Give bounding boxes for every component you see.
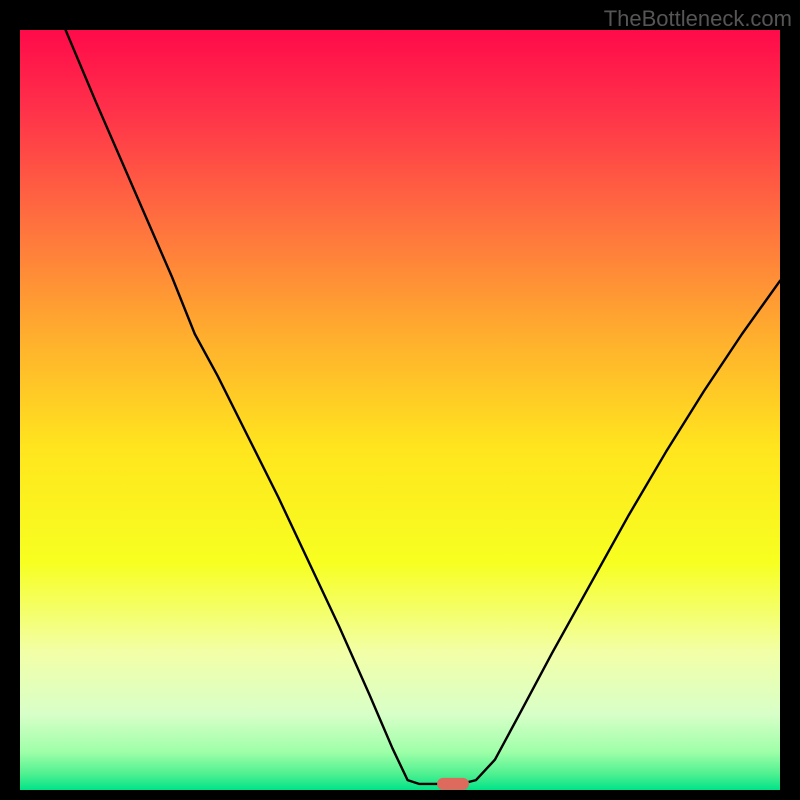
optimal-point-marker [437,778,469,790]
plot-area [20,30,780,790]
chart-container: TheBottleneck.com [0,0,800,800]
bottleneck-curve [20,30,780,790]
watermark-text: TheBottleneck.com [604,6,792,32]
